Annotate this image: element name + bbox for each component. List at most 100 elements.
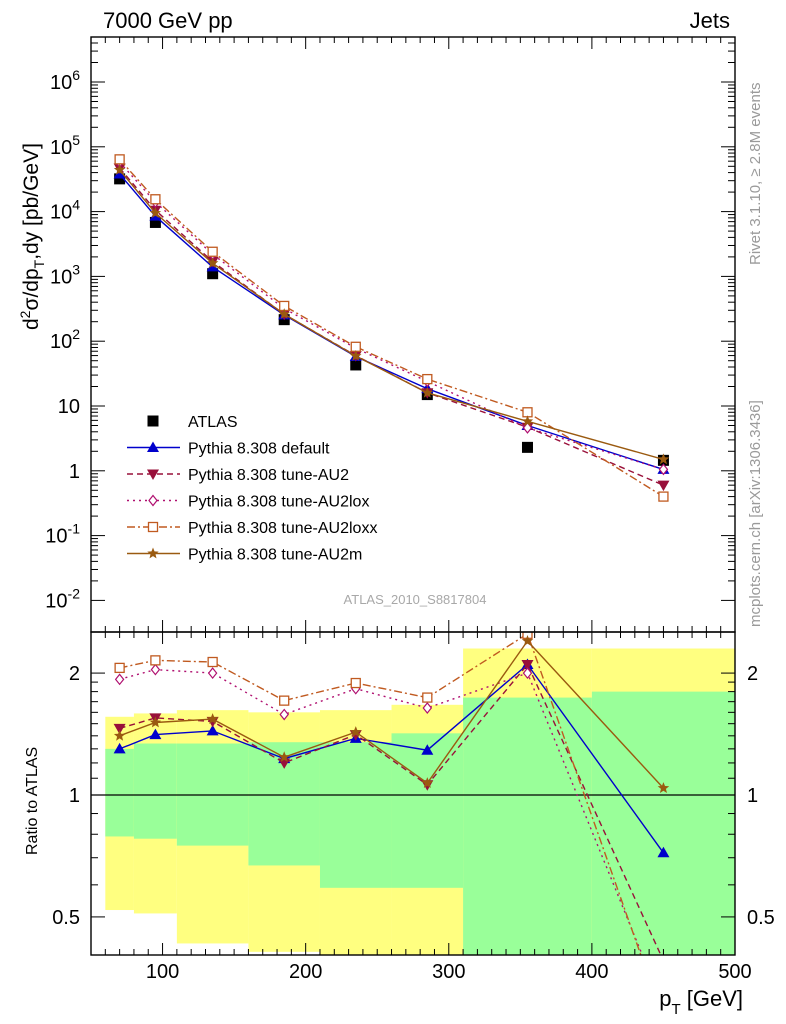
stat-uncertainty-band-bin [463, 697, 592, 955]
header-collision-label: 7000 GeV pp [103, 8, 233, 33]
x-axis-label: pT [GeV] [659, 986, 743, 1018]
x-tick-label: 200 [289, 961, 322, 983]
axis-ticks [91, 37, 736, 955]
ratio-line [119, 632, 642, 955]
ratio-point [350, 726, 362, 737]
data-point [658, 491, 669, 502]
ratio-y-tick-label-left: 0.5 [52, 907, 80, 929]
legend-entry: Pythia 8.308 tune-AU2loxx [127, 520, 377, 537]
ratio-series [113, 632, 670, 1023]
legend-marker [147, 441, 159, 452]
ratio-series-pythia-8-308-tune-au2m [113, 635, 670, 793]
series-line [119, 169, 664, 461]
mcplots-reference-note: mcplots.cern.ch [arXiv:1306.3436] [747, 400, 764, 627]
data-point [658, 463, 669, 476]
main-y-tick-label: 102 [50, 326, 80, 353]
ratio-point [149, 716, 162, 728]
data-point [149, 216, 161, 228]
legend-entry: Pythia 8.308 tune-AU2m [127, 547, 362, 564]
legend: ATLAS Pythia 8.308 default Pythia 8.308 tu… [127, 414, 377, 564]
ratio-point [207, 656, 218, 668]
data-point [278, 308, 290, 319]
data-point [114, 173, 126, 185]
legend-marker [147, 469, 159, 480]
ratio-point [114, 662, 125, 674]
legend-entry: Pythia 8.308 tune-AU2 [127, 467, 349, 484]
data-point [350, 359, 362, 371]
legend-label: Pythia 8.308 tune-AU2m [188, 547, 362, 564]
ratio-y-tick-label-left: 1 [69, 785, 80, 807]
ratio-point [422, 702, 433, 714]
ratio-point [113, 729, 126, 741]
stat-uncertainty-band-bin [105, 748, 134, 837]
ratio-panel [91, 632, 735, 1023]
main-y-tick-label: 105 [50, 132, 80, 159]
x-tick-label: 100 [146, 961, 179, 983]
data-point [657, 480, 670, 492]
series-line [119, 158, 664, 498]
x-tick-label: 400 [575, 961, 608, 983]
main-y-tick-label: 10-1 [45, 521, 80, 548]
ratio-point [114, 673, 125, 686]
data-point [150, 194, 161, 205]
ratio-point [279, 695, 290, 706]
ratio-point [659, 1014, 668, 1023]
ratio-line [119, 663, 662, 955]
x-axis-label-main: p [659, 986, 671, 1011]
data-point [657, 453, 670, 465]
data-point [422, 373, 433, 385]
x-tick-label: 300 [432, 961, 465, 983]
analysis-id-label: ATLAS_2010_S8817804 [344, 592, 487, 607]
legend-marker [147, 521, 159, 533]
data-point [207, 246, 218, 257]
rivet-version-note: Rivet 3.1.10, ≥ 2.8M events [747, 83, 764, 266]
ratio-point [521, 635, 534, 646]
stat-uncertainty-band-bin [391, 733, 464, 888]
data-point [521, 441, 533, 453]
stat-uncertainty-band-bin [133, 743, 177, 839]
data-point [113, 163, 126, 175]
legend-label: Pythia 8.308 tune-AU2lox [188, 494, 369, 511]
ratio-point [113, 723, 126, 735]
ratio-y-tick-label-right: 0.5 [747, 907, 775, 929]
main-y-tick-label: 103 [50, 261, 80, 288]
series-line [119, 161, 664, 471]
data-point [350, 341, 361, 352]
ratio-point [278, 751, 290, 762]
stat-uncertainty-band-bin [319, 742, 392, 888]
main-y-tick-label: 10-2 [45, 585, 80, 612]
legend-entry: Pythia 8.308 default [127, 441, 330, 458]
ratio-point [657, 782, 670, 793]
ratio-panel-frame [90, 631, 736, 956]
ratio-point [350, 677, 361, 689]
data-point [206, 257, 219, 268]
series-pythia-8-308-tune-au2loxx [114, 154, 669, 502]
ratio-point [206, 713, 219, 724]
ratio-y-tick-label-right: 2 [747, 663, 758, 685]
uncertainty-bands [105, 648, 735, 955]
main-y-tick-label: 10 [58, 396, 80, 418]
x-axis-label-unit: [GeV] [681, 986, 743, 1011]
ratio-point [522, 667, 533, 680]
ratio-y-axis-label: Ratio to ATLAS [24, 747, 41, 855]
ratio-point [149, 728, 162, 740]
legend-entry: Pythia 8.308 tune-AU2lox [127, 494, 369, 511]
legend-entry: ATLAS [147, 414, 238, 431]
ratio-point [657, 956, 669, 967]
ratio-point [207, 667, 218, 680]
data-point [207, 268, 219, 280]
data-point [149, 207, 162, 218]
data-point [114, 154, 125, 165]
main-y-axis-label: d2σ/dpT,dy [pb/GeV] [17, 143, 47, 330]
ratio-point [657, 846, 670, 858]
legend-label: Pythia 8.308 default [188, 441, 330, 458]
ratio-y-tick-label-left: 2 [69, 663, 80, 685]
legend-label: Pythia 8.308 tune-AU2loxx [188, 520, 377, 537]
legend-marker [147, 547, 159, 559]
main-panel-frame [90, 36, 736, 633]
ratio-y-tick-label-right: 1 [747, 785, 758, 807]
x-tick-label: 500 [718, 961, 751, 983]
legend-marker [147, 415, 159, 427]
ratio-point [279, 708, 289, 721]
series-line [119, 167, 664, 486]
